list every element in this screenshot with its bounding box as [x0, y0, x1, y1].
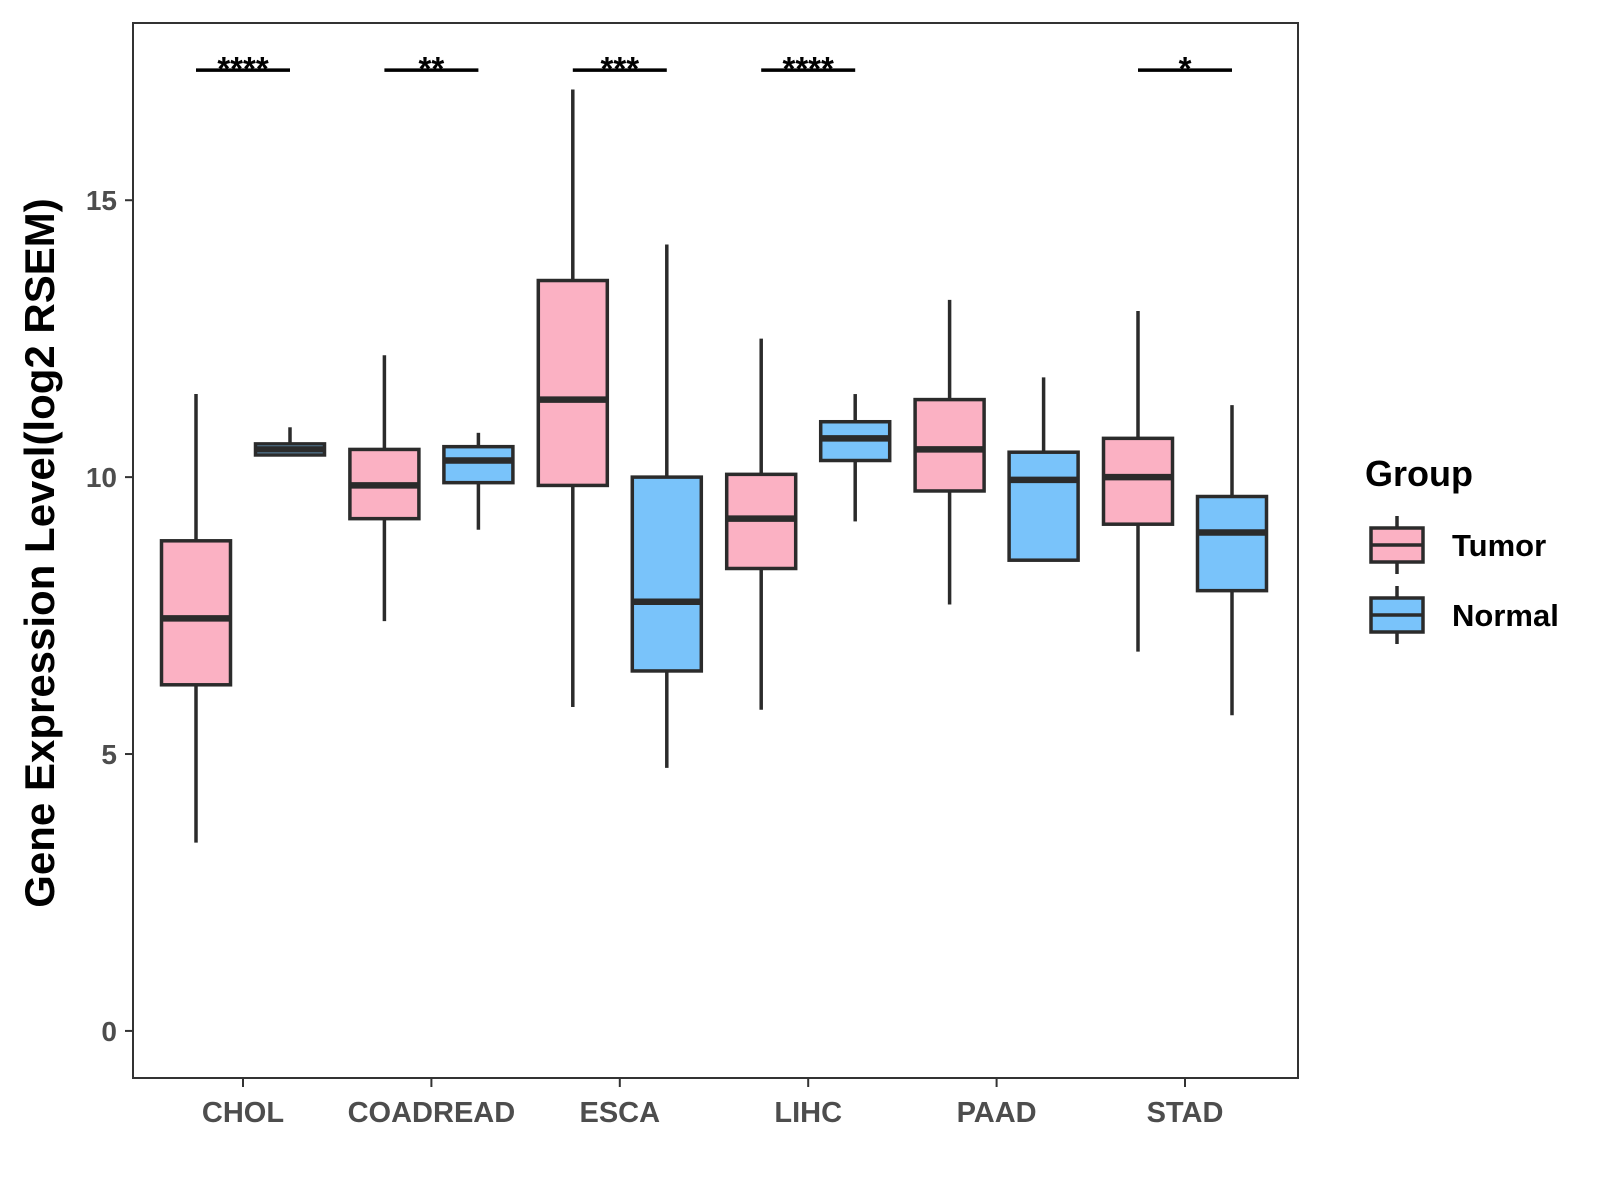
box-normal-paad — [1007, 377, 1080, 562]
plot-panel — [132, 22, 1299, 1079]
x-axis: CHOL COADREAD ESCA LIHC PAAD STAD — [202, 1078, 1223, 1129]
legend-title: Group — [1365, 453, 1473, 494]
legend-key-tumor — [1369, 516, 1425, 574]
significance-label: **** — [217, 50, 269, 87]
x-tick-label: CHOL — [202, 1097, 284, 1129]
legend: Group Tumor Normal — [1365, 453, 1559, 644]
box-iqr — [630, 475, 704, 673]
significance-label: **** — [783, 50, 835, 87]
box-tumor-stad — [1101, 310, 1175, 652]
legend-label: Normal — [1452, 598, 1559, 633]
significance-label: ** — [419, 50, 445, 87]
y-tick-label: 0 — [101, 1016, 117, 1047]
box-tumor-chol — [159, 394, 233, 843]
box-tumor-esca — [536, 89, 610, 707]
box-iqr — [1007, 450, 1080, 562]
box-normal-chol — [253, 427, 327, 457]
x-tick-label: ESCA — [580, 1097, 661, 1129]
box-iqr — [159, 539, 233, 687]
y-tick-label: 5 — [101, 739, 117, 770]
box-normal-coadread — [442, 432, 515, 530]
box-iqr — [1101, 436, 1175, 526]
x-tick-label: COADREAD — [348, 1097, 516, 1129]
significance-label: * — [1179, 50, 1192, 87]
legend-key-normal — [1369, 586, 1425, 644]
box-normal-stad — [1195, 405, 1269, 716]
y-axis-title: Gene Expression Level(log2 RSEM) — [16, 198, 63, 908]
x-tick-label: STAD — [1147, 1097, 1224, 1129]
box-series — [159, 89, 1269, 843]
x-tick-label: PAAD — [957, 1097, 1037, 1129]
y-tick-label: 15 — [86, 185, 117, 216]
legend-label: Tumor — [1452, 528, 1546, 563]
box-iqr — [913, 397, 986, 493]
box-normal-esca — [630, 244, 704, 768]
significance-label: *** — [601, 50, 640, 87]
significance-annotations: **** ** *** **** * — [196, 50, 1232, 87]
box-tumor-lihc — [724, 338, 798, 710]
y-axis: 0 5 10 15 — [86, 185, 133, 1047]
y-tick-label: 10 — [86, 462, 117, 493]
box-normal-lihc — [818, 394, 892, 522]
box-tumor-paad — [913, 299, 986, 605]
x-tick-label: LIHC — [774, 1097, 842, 1129]
box-tumor-coadread — [348, 355, 421, 622]
box-iqr — [1195, 494, 1269, 593]
box-iqr — [536, 278, 610, 488]
box-iqr — [442, 444, 515, 485]
